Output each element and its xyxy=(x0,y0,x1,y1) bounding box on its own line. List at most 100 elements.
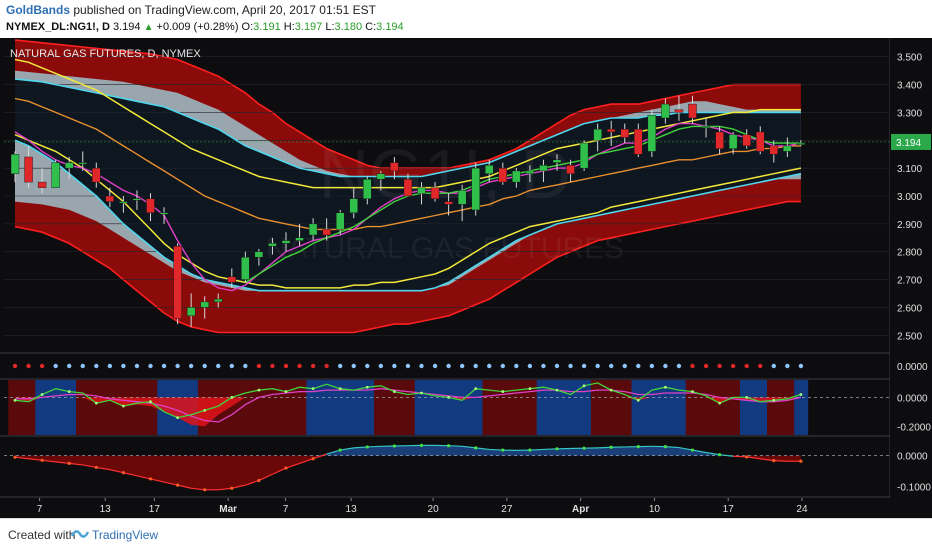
price-tick-label: 2.800 xyxy=(897,248,922,259)
oscillator-marker xyxy=(285,390,288,393)
price-tick-label: 3.500 xyxy=(897,53,922,64)
oscillator-marker xyxy=(529,387,532,390)
tradingview-link[interactable]: TradingView xyxy=(92,528,158,542)
candle-body xyxy=(106,196,114,202)
signal-dot xyxy=(148,364,152,368)
oscillator-region xyxy=(496,380,510,435)
signal-dot xyxy=(135,364,139,368)
candle-body xyxy=(702,126,710,128)
signal-dot xyxy=(623,364,627,368)
publisher-line: GoldBands published on TradingView.com, … xyxy=(6,3,376,17)
candle-body xyxy=(187,307,195,315)
signal-dot xyxy=(474,364,478,368)
candle-body xyxy=(580,143,588,168)
signal-dot xyxy=(203,364,207,368)
oscillator-region xyxy=(320,380,334,435)
oscillator-region xyxy=(252,380,266,435)
oscillator-region xyxy=(8,380,22,435)
signal-dot xyxy=(67,364,71,368)
candle-body xyxy=(228,277,236,283)
candle-body xyxy=(526,171,534,174)
last-price: 3.194 xyxy=(113,21,141,33)
trend-marker xyxy=(41,459,44,462)
candle-body xyxy=(648,115,656,151)
oscillator-marker xyxy=(14,399,17,402)
author-link[interactable]: GoldBands xyxy=(6,3,70,17)
signal-dot xyxy=(745,364,749,368)
signal-dot xyxy=(609,364,613,368)
oscillator-region xyxy=(781,380,795,435)
price-tick-label: 2.900 xyxy=(897,220,922,231)
oscillator-marker xyxy=(583,384,586,387)
signal-dot xyxy=(663,364,667,368)
candle-body xyxy=(11,154,19,174)
signal-tick-label: 0.0000 xyxy=(897,362,928,373)
low-label: L: xyxy=(325,21,334,33)
candle-body xyxy=(743,135,751,146)
signal-dot xyxy=(799,364,803,368)
trend-area-positive xyxy=(15,445,801,455)
published-text: published on TradingView.com, April 20, … xyxy=(73,3,376,17)
oscillator-marker xyxy=(474,387,477,390)
candle-body xyxy=(65,163,73,169)
candle-body xyxy=(675,110,683,113)
trend-marker xyxy=(745,455,748,458)
close-label: C: xyxy=(365,21,376,33)
oscillator-marker xyxy=(258,389,261,392)
candle-body xyxy=(729,135,737,149)
oscillator-region xyxy=(388,380,402,435)
signal-dot xyxy=(487,364,491,368)
trend-marker xyxy=(312,457,315,460)
oscillator-marker xyxy=(501,390,504,393)
oscillator-marker xyxy=(772,399,775,402)
oscillator-region xyxy=(279,380,293,435)
oscillator-marker xyxy=(312,387,315,390)
price-tick-label: 3.400 xyxy=(897,81,922,92)
candle-body xyxy=(512,171,520,182)
tradingview-logo-icon[interactable] xyxy=(70,526,90,542)
trend-line-segment xyxy=(598,447,612,448)
oscillator-region xyxy=(22,380,36,435)
signal-dot xyxy=(731,364,735,368)
candle-body xyxy=(499,168,507,182)
trend-marker xyxy=(474,446,477,449)
signal-dot xyxy=(690,364,694,368)
signal-dot xyxy=(433,364,437,368)
signal-dot xyxy=(324,364,328,368)
candle-body xyxy=(241,257,249,279)
oscillator-region xyxy=(726,380,740,435)
signal-dot xyxy=(555,364,559,368)
time-tick-label: 13 xyxy=(100,504,112,515)
price-tick-label: 2.700 xyxy=(897,276,922,287)
oscillator-marker xyxy=(691,390,694,393)
candle-body xyxy=(553,160,561,163)
oscillator-region xyxy=(428,380,442,435)
signal-dot xyxy=(785,364,789,368)
trend-marker xyxy=(176,484,179,487)
time-tick-label: 17 xyxy=(723,504,735,515)
signal-dot xyxy=(446,364,450,368)
oscillator-marker xyxy=(230,396,233,399)
oscillator-region xyxy=(482,380,496,435)
trend-line-segment xyxy=(530,449,544,450)
price-tick-label: 3.300 xyxy=(897,108,922,119)
signal-dot xyxy=(270,364,274,368)
signal-dot xyxy=(636,364,640,368)
oscillator-region xyxy=(794,380,808,435)
trend-line-segment xyxy=(720,455,734,457)
trend-marker xyxy=(230,487,233,490)
footer: Created with TradingView xyxy=(0,518,932,551)
trend-marker xyxy=(339,448,342,451)
low-value: 3.180 xyxy=(335,21,363,33)
time-tick-label: Apr xyxy=(572,504,589,515)
signal-dot xyxy=(121,364,125,368)
candle-body xyxy=(119,202,127,204)
signal-dot xyxy=(541,364,545,368)
candle-body xyxy=(255,252,263,258)
signal-dot xyxy=(501,364,505,368)
oscillator-region xyxy=(130,380,144,435)
candle-body xyxy=(797,143,805,145)
oscillator-marker xyxy=(637,399,640,402)
